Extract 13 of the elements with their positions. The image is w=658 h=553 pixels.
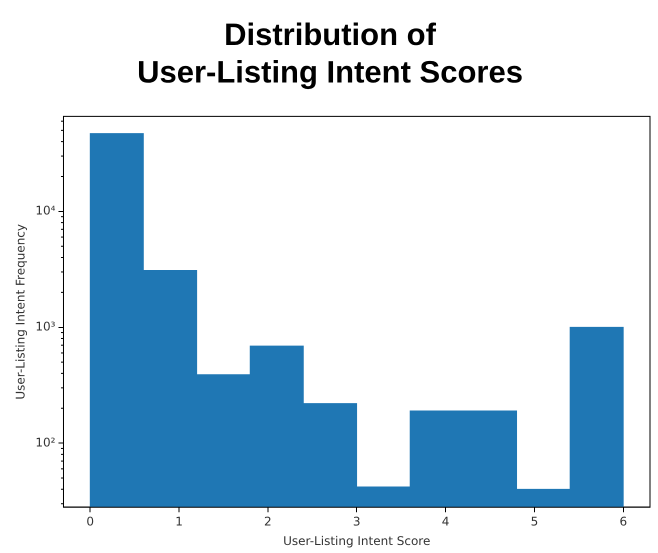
y-tick-label: 10⁴ xyxy=(35,203,56,218)
x-tick-label: 2 xyxy=(264,514,272,529)
x-tick-label: 4 xyxy=(442,514,450,529)
x-tick-label: 0 xyxy=(86,514,94,529)
x-tick-label: 3 xyxy=(352,514,361,529)
x-axis-title: User-Listing Intent Score xyxy=(283,534,430,548)
x-tick-label: 1 xyxy=(175,514,183,529)
y-tick-label: 10² xyxy=(35,435,56,450)
x-tick-label: 5 xyxy=(530,514,538,529)
chart-title: Distribution of User-Listing Intent Scores xyxy=(137,17,523,90)
y-tick-label: 10³ xyxy=(35,319,56,334)
y-axis-title: User-Listing Intent Frequency xyxy=(13,224,28,400)
x-tick-label: 6 xyxy=(620,514,628,529)
